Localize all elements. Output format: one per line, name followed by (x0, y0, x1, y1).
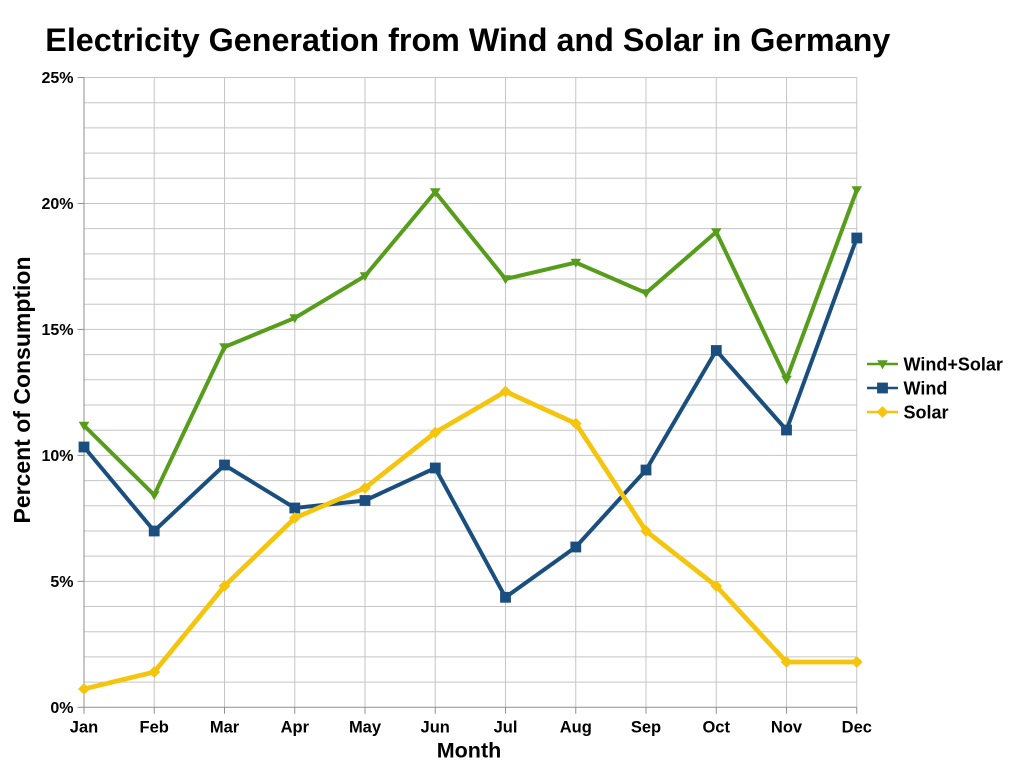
svg-text:Dec: Dec (842, 719, 872, 737)
svg-text:20%: 20% (41, 196, 73, 213)
svg-text:Jan: Jan (70, 719, 98, 737)
svg-text:May: May (349, 719, 382, 737)
svg-text:Feb: Feb (140, 719, 169, 737)
svg-text:Apr: Apr (281, 719, 310, 737)
svg-text:15%: 15% (41, 322, 73, 339)
svg-text:0%: 0% (50, 700, 73, 717)
svg-text:Month: Month (437, 739, 501, 763)
svg-text:Aug: Aug (560, 719, 592, 737)
svg-text:Jul: Jul (494, 719, 518, 737)
svg-text:25%: 25% (41, 70, 73, 87)
svg-text:Wind+Solar: Wind+Solar (904, 355, 1003, 375)
svg-text:10%: 10% (41, 448, 73, 465)
svg-text:Solar: Solar (904, 403, 949, 423)
svg-text:5%: 5% (50, 574, 73, 591)
svg-text:Nov: Nov (771, 719, 803, 737)
svg-text:Jun: Jun (421, 719, 450, 737)
svg-text:Sep: Sep (631, 719, 661, 737)
svg-text:Electricity Generation from Wi: Electricity Generation from Wind and Sol… (45, 22, 890, 58)
svg-text:Percent of Consumption: Percent of Consumption (9, 256, 35, 523)
svg-text:Mar: Mar (210, 719, 240, 737)
svg-text:Oct: Oct (702, 719, 730, 737)
svg-text:Wind: Wind (904, 379, 948, 399)
